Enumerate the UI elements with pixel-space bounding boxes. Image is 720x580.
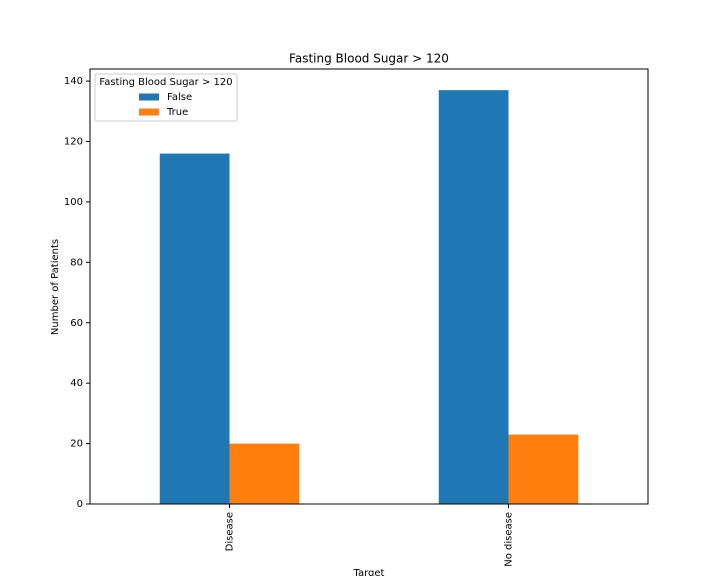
y-tick-label: 60	[70, 318, 83, 329]
legend-box	[94, 73, 238, 122]
y-axis-label: Number of Patients	[50, 239, 61, 335]
y-tick-label: 100	[64, 197, 83, 208]
legend-swatch	[139, 108, 159, 116]
x-tick-label: No disease	[504, 512, 515, 567]
y-tick-label: 80	[70, 257, 83, 268]
bar	[508, 434, 579, 504]
y-tick-label: 0	[77, 499, 83, 510]
y-tick-label: 20	[70, 439, 83, 450]
plot-frame	[89, 68, 649, 505]
legend-label: True	[166, 107, 188, 118]
x-tick-label: Disease	[225, 512, 236, 551]
y-tick-label: 40	[70, 378, 83, 389]
legend-title: Fasting Blood Sugar > 120	[99, 77, 232, 88]
bar	[438, 90, 509, 504]
x-axis-label: Target	[353, 568, 385, 576]
chart-title: Fasting Blood Sugar > 120	[289, 52, 449, 66]
bar	[159, 153, 230, 505]
legend-swatch	[139, 93, 159, 101]
y-tick-label: 140	[64, 76, 83, 87]
y-tick-label: 120	[64, 137, 83, 148]
legend-label: False	[167, 92, 192, 103]
bar	[229, 443, 300, 504]
